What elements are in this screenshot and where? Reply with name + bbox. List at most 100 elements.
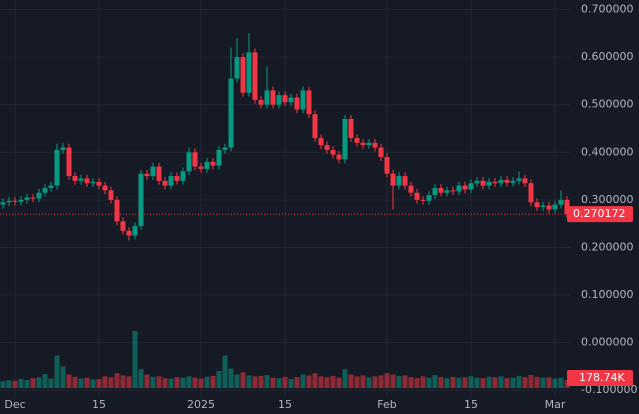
candle-body xyxy=(120,221,126,231)
candle-body xyxy=(12,200,18,202)
candle-body xyxy=(396,176,402,186)
volume-bar xyxy=(78,378,84,388)
candle-body xyxy=(66,147,72,177)
candle-body xyxy=(558,199,564,205)
candle-body xyxy=(42,187,48,193)
volume-bar xyxy=(150,376,156,388)
candle-body xyxy=(126,230,132,236)
volume-bar xyxy=(60,366,66,388)
y-tick-label: 0.400000 xyxy=(581,145,634,158)
volume-bar xyxy=(384,373,390,388)
volume-bar xyxy=(444,378,450,388)
volume-bar xyxy=(450,376,456,388)
candle-body xyxy=(54,149,60,186)
candle-body xyxy=(156,166,162,181)
last-price-label: 0.270172 xyxy=(573,207,626,220)
candle-body xyxy=(474,180,480,184)
volume-bar xyxy=(144,374,150,388)
candle-body xyxy=(84,178,90,184)
volume-bar xyxy=(282,376,288,388)
volume-bar xyxy=(66,374,72,388)
last-volume-box xyxy=(567,370,633,386)
volume-bar xyxy=(426,377,432,388)
candle-body xyxy=(276,95,282,105)
candle-body xyxy=(204,161,210,169)
y-tick-label: 0.600000 xyxy=(581,50,634,63)
candle-body xyxy=(222,147,228,150)
candle-body xyxy=(342,118,348,160)
volume-bar xyxy=(342,369,348,388)
volume-bar xyxy=(198,378,204,388)
candle-body xyxy=(270,90,276,105)
volume-bar xyxy=(312,373,318,388)
volume-bar xyxy=(270,377,276,388)
volume-bar xyxy=(252,376,258,388)
candle-body xyxy=(108,190,114,200)
candle-body xyxy=(30,197,36,199)
volume-bar xyxy=(402,375,408,388)
candle-body xyxy=(426,195,432,201)
candle-body xyxy=(138,173,144,227)
volume-bar xyxy=(102,376,108,388)
candle-body xyxy=(480,180,486,186)
candle-body xyxy=(174,176,180,181)
candle-body xyxy=(228,78,234,148)
y-tick-label: 0.200000 xyxy=(581,240,634,253)
candle-body xyxy=(324,145,330,150)
volume-bar xyxy=(414,378,420,388)
candle-body xyxy=(186,152,192,172)
volume-bar xyxy=(408,377,414,388)
last-price-box xyxy=(567,206,633,223)
candle-body xyxy=(366,142,372,146)
candle-body xyxy=(180,171,186,181)
volume-bar xyxy=(528,374,534,388)
volume-bar xyxy=(138,369,144,388)
volume-bar xyxy=(90,379,96,388)
y-tick-label: -0.100000 xyxy=(581,383,637,396)
volume-bar xyxy=(516,375,522,388)
candle-body xyxy=(258,99,264,105)
candle-body xyxy=(36,192,42,199)
candle-body xyxy=(378,147,384,158)
candle-body xyxy=(546,205,552,210)
candle-body xyxy=(6,200,12,203)
y-tick-label: 0.500000 xyxy=(581,98,634,111)
volume-bar xyxy=(432,374,438,388)
volume-bar xyxy=(420,376,426,388)
volume-bar xyxy=(240,372,246,388)
candle-body xyxy=(330,149,336,155)
candle-body xyxy=(312,114,318,139)
candle-body xyxy=(540,205,546,208)
volume-bar xyxy=(72,376,78,388)
volume-bar xyxy=(42,374,48,388)
volume-bar xyxy=(504,378,510,388)
volume-bar xyxy=(522,377,528,388)
candle-body xyxy=(300,90,306,110)
volume-bar xyxy=(294,377,300,388)
volume-bar xyxy=(396,375,402,388)
candle-body xyxy=(150,166,156,177)
volume-bar xyxy=(354,376,360,388)
volume-bar xyxy=(288,379,294,388)
volume-bar xyxy=(360,375,366,388)
volume-bar xyxy=(12,380,18,388)
candle-body xyxy=(468,183,474,190)
volume-bar xyxy=(498,376,504,388)
volume-bar xyxy=(0,381,6,388)
volume-bar xyxy=(48,378,54,388)
candle-body xyxy=(144,173,150,177)
volume-bar xyxy=(480,378,486,388)
candle-body xyxy=(360,142,366,146)
volume-bar xyxy=(330,375,336,388)
candle-body xyxy=(414,192,420,200)
candle-body xyxy=(348,118,354,139)
volume-bar xyxy=(552,378,558,388)
candle-body xyxy=(114,199,120,222)
candle-body xyxy=(534,202,540,208)
candle-body xyxy=(24,197,30,200)
volume-bar xyxy=(24,379,30,388)
candle-body xyxy=(96,181,102,186)
candle-body xyxy=(90,181,96,184)
candle-body xyxy=(294,97,300,110)
